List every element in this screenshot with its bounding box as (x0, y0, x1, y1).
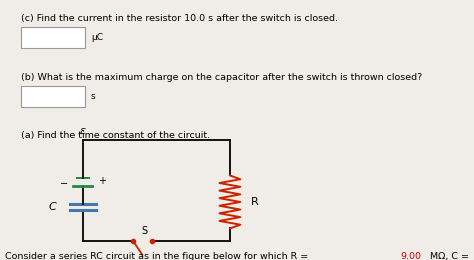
Text: +: + (98, 176, 106, 186)
Text: 9.00: 9.00 (400, 252, 421, 260)
Text: −: − (60, 179, 68, 189)
Text: C: C (48, 202, 56, 212)
Text: R: R (251, 197, 259, 207)
FancyBboxPatch shape (21, 86, 85, 107)
Text: s: s (91, 92, 96, 101)
Text: S: S (142, 226, 148, 236)
Text: (a) Find the time constant of the circuit.: (a) Find the time constant of the circui… (21, 131, 210, 140)
FancyBboxPatch shape (21, 27, 85, 48)
Text: MΩ, C =: MΩ, C = (427, 252, 472, 260)
Text: (c) Find the current in the resistor 10.0 s after the switch is closed.: (c) Find the current in the resistor 10.… (21, 14, 338, 23)
Text: ε: ε (80, 126, 86, 136)
Text: (b) What is the maximum charge on the capacitor after the switch is thrown close: (b) What is the maximum charge on the ca… (21, 73, 423, 82)
Text: μC: μC (91, 33, 103, 42)
Text: Consider a series RC circuit as in the figure below for which R =: Consider a series RC circuit as in the f… (5, 252, 311, 260)
